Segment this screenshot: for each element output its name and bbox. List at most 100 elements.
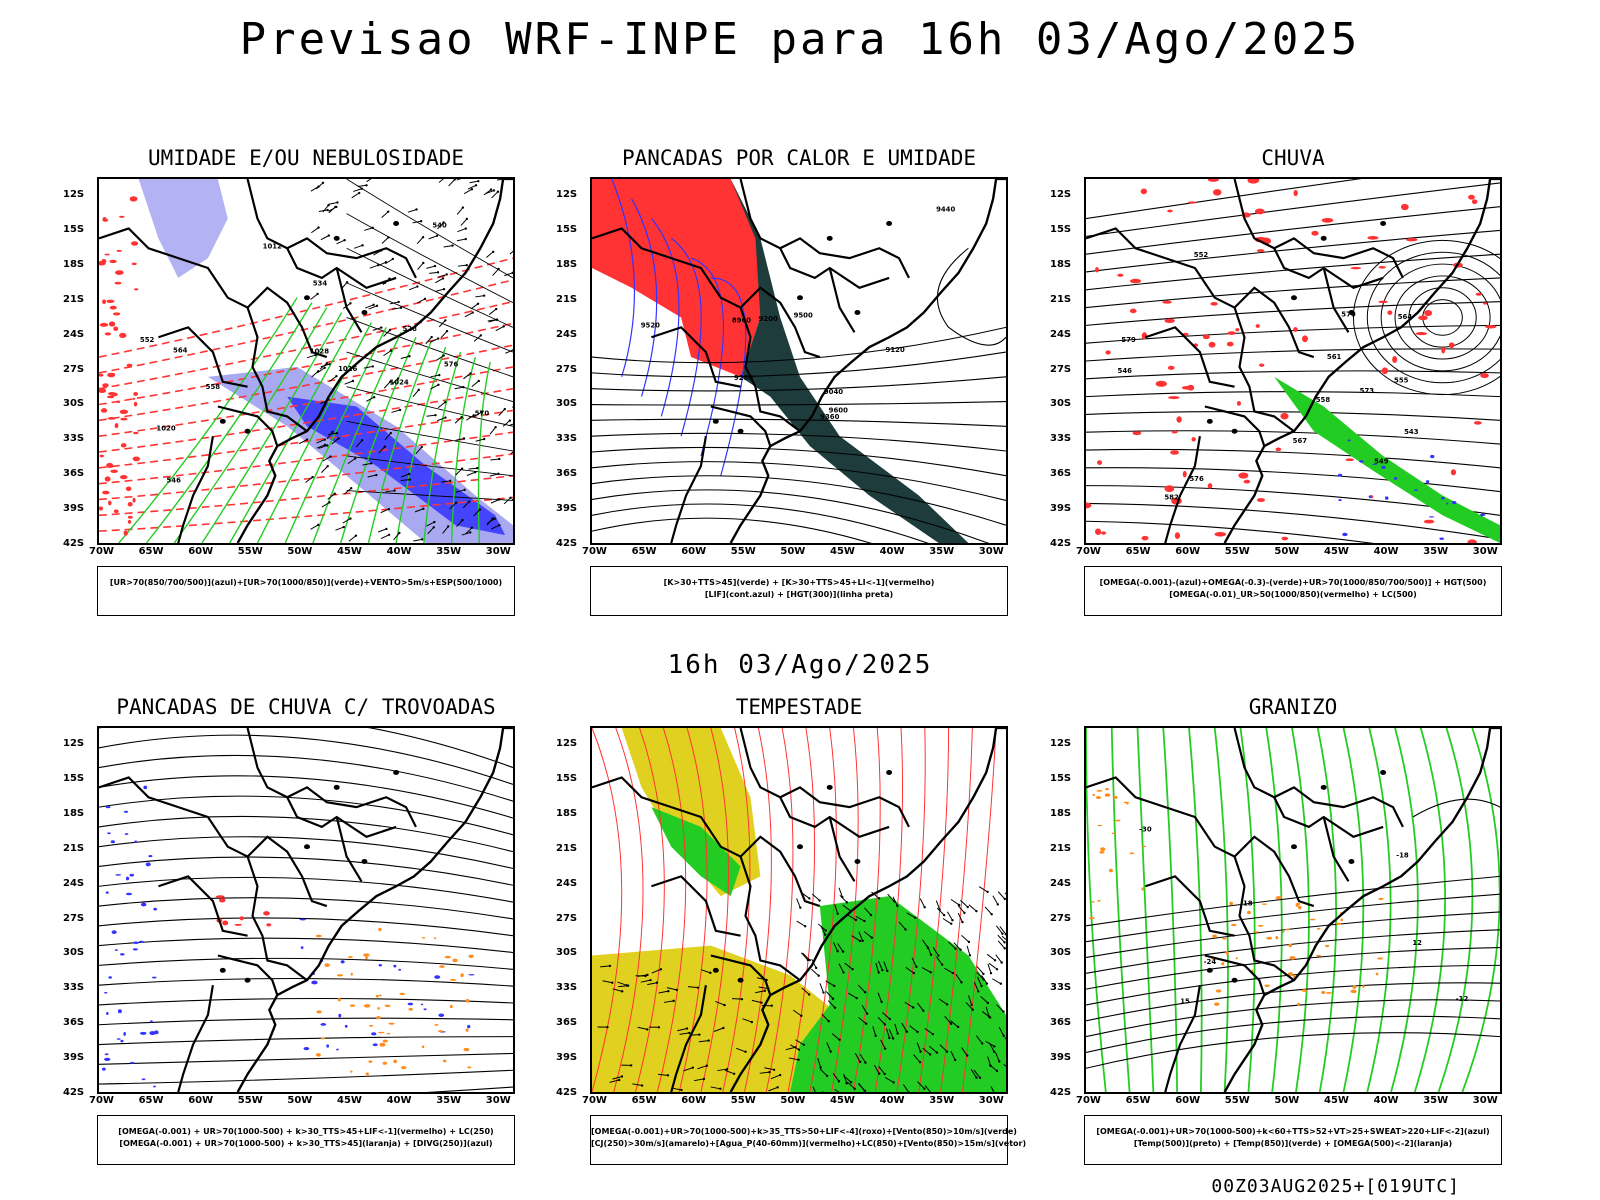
svg-text:543: 543	[1404, 428, 1419, 436]
latitude-tick-label: 33S	[556, 982, 578, 994]
svg-text:564: 564	[173, 346, 188, 354]
longitude-tick-label: 70W	[582, 1095, 607, 1106]
svg-text:540: 540	[432, 222, 447, 230]
longitude-tick-label: 40W	[1373, 546, 1399, 557]
longitude-tick-label: 50W	[287, 546, 313, 557]
legend-trovoadas: [OMEGA(-0.001) + UR>70(1000-500) + k>30_…	[97, 1115, 515, 1165]
longitude-tick-label: 45W	[1324, 546, 1349, 557]
latitude-tick-label: 27S	[63, 363, 85, 375]
longitude-tick-label: 35W	[436, 1095, 462, 1106]
legend-tempestade: [OMEGA(-0.001)+UR>70(1000-500)+k>35_TTS>…	[590, 1115, 1027, 1165]
legend-chuva: [OMEGA(-0.001)-(azul)+OMEGA(-0.3)-(verde…	[1084, 566, 1502, 616]
latitude-tick-label: 39S	[63, 503, 85, 515]
latitude-tick-label: 21S	[63, 842, 85, 854]
legend-line: [OMEGA(-0.01)_UR>50(1000/850)(vermelho) …	[1169, 590, 1417, 599]
latitude-tick-label: 39S	[556, 503, 578, 515]
latitude-tick-label: 36S	[1050, 468, 1072, 480]
longitude-tick-label: 65W	[1125, 1095, 1151, 1106]
latitude-tick-label: 12S	[556, 738, 578, 749]
latitude-tick-label: 15S	[556, 223, 578, 235]
run-time-footer: 00Z03AUG2025+[019UTC]	[1211, 1176, 1460, 1197]
panel-title-trovoadas: PANCADAS DE CHUVA C/ TROVOADAS	[116, 695, 496, 719]
longitude-tick-label: 35W	[1423, 1095, 1449, 1106]
longitude-tick-label: 45W	[1324, 1095, 1349, 1106]
panel-title-pancadas-calor: PANCADAS POR CALOR E UMIDADE	[621, 146, 976, 170]
mid-time-title: 16h 03/Ago/2025	[667, 650, 933, 680]
map-canvas-umidade: 1012101610201024102855254654053452857057…	[99, 179, 513, 543]
longitude-tick-label: 45W	[337, 546, 362, 557]
legend-line: [K>30+TTS>45](verde) + [K>30+TTS>45+LI<-…	[663, 578, 935, 587]
svg-text:555: 555	[1394, 377, 1409, 385]
latitude-tick-label: 12S	[1050, 189, 1072, 200]
longitude-tick-label: 65W	[138, 1095, 164, 1106]
latitude-tick-label: 21S	[556, 842, 578, 854]
latitude-tick-label: 24S	[1050, 328, 1072, 340]
svg-text:9120: 9120	[886, 346, 905, 354]
longitude-tick-label: 60W	[681, 1095, 707, 1106]
latitude-tick-label: 15S	[1050, 772, 1072, 784]
longitude-tick-label: 45W	[337, 1095, 362, 1106]
longitude-tick-label: 30W	[1472, 1095, 1498, 1106]
latitude-tick-label: 12S	[63, 738, 85, 749]
latitude-tick-label: 24S	[63, 877, 85, 889]
latitude-tick-label: 36S	[556, 468, 578, 480]
svg-text:564: 564	[1398, 313, 1413, 321]
latitude-tick-label: 15S	[1050, 223, 1072, 235]
latitude-tick-label: 15S	[63, 772, 85, 784]
latitude-tick-label: 33S	[63, 982, 85, 994]
latitude-tick-label: 36S	[556, 1017, 578, 1029]
legend-line: [CJ(250)>30m/s](amarelo)+[Agua_P(40-60mm…	[591, 1139, 1027, 1148]
longitude-tick-label: 40W	[879, 546, 905, 557]
latitude-tick-label: 30S	[556, 947, 578, 959]
svg-text:534: 534	[313, 279, 328, 287]
legend-line: [Temp(500)](preto) + [Temp(850)](verde) …	[1133, 1139, 1453, 1148]
svg-text:567: 567	[1293, 437, 1308, 445]
longitude-tick-label: 30W	[1472, 546, 1498, 557]
latitude-tick-label: 42S	[63, 538, 85, 549]
latitude-tick-label: 30S	[1050, 947, 1072, 959]
svg-text:549: 549	[1374, 458, 1389, 466]
longitude-tick-label: 50W	[1274, 546, 1300, 557]
legend-line: [OMEGA(-0.001)+UR>70(1000-500)+k>35_TTS>…	[591, 1127, 1017, 1136]
latitude-tick-label: 30S	[1050, 398, 1072, 410]
svg-text:9500: 9500	[794, 311, 813, 319]
latitude-tick-label: 39S	[1050, 503, 1072, 515]
legend-line: [OMEGA(-0.001) + UR>70(1000-500) + k>30_…	[119, 1139, 493, 1148]
map-tempestade	[590, 726, 1008, 1094]
latitude-tick-label: 39S	[1050, 1052, 1072, 1064]
latitude-tick-label: 21S	[556, 293, 578, 305]
svg-text:576: 576	[444, 360, 459, 368]
longitude-tick-label: 50W	[1274, 1095, 1300, 1106]
latitude-tick-label: 42S	[1050, 538, 1072, 549]
svg-text:558: 558	[206, 383, 221, 391]
longitude-tick-label: 65W	[631, 546, 657, 557]
latitude-tick-label: 27S	[63, 912, 85, 924]
longitude-tick-label: 35W	[436, 546, 462, 557]
legend-umidade: [UR>70(850/700/500)](azul)+[UR>70(1000/8…	[97, 566, 515, 616]
longitude-tick-label: 50W	[780, 1095, 806, 1106]
svg-text:558: 558	[1316, 396, 1331, 404]
longitude-tick-label: 60W	[1175, 546, 1201, 557]
longitude-tick-label: 60W	[681, 546, 707, 557]
map-chuva: 582 579 576 573 570 567 564 561 558 555 552 549 546 5…	[1084, 177, 1502, 545]
map-canvas-chuva: 582 579 576 573 570 567 564 561 558 555 552 549 546 5…	[1086, 179, 1500, 543]
longitude-tick-label: 65W	[631, 1095, 657, 1106]
latitude-tick-label: 42S	[63, 1087, 85, 1098]
longitude-tick-label: 70W	[89, 1095, 114, 1106]
longitude-tick-label: 70W	[1076, 1095, 1101, 1106]
latitude-tick-label: 30S	[63, 398, 85, 410]
svg-text:8960: 8960	[732, 317, 751, 325]
longitude-tick-label: 55W	[1224, 1095, 1250, 1106]
longitude-tick-label: 65W	[138, 546, 164, 557]
map-canvas-granizo: -12 -18 -24 -30 12 15 18	[1086, 728, 1500, 1092]
map-pancadas-calor: 9600 9520 9440 9360 9280 9200 9120 9040 8960 9500	[590, 177, 1008, 545]
svg-text:9360: 9360	[820, 413, 839, 421]
svg-text:12: 12	[1412, 939, 1422, 947]
longitude-tick-label: 60W	[1175, 1095, 1201, 1106]
latitude-tick-label: 27S	[556, 912, 578, 924]
legend-line: [LIF](cont.azul) + [HGT(300)](linha pret…	[704, 590, 894, 599]
svg-text:570: 570	[475, 409, 490, 417]
latitude-tick-label: 18S	[1050, 807, 1072, 819]
svg-text:546: 546	[1118, 367, 1133, 375]
longitude-tick-label: 40W	[1373, 1095, 1399, 1106]
